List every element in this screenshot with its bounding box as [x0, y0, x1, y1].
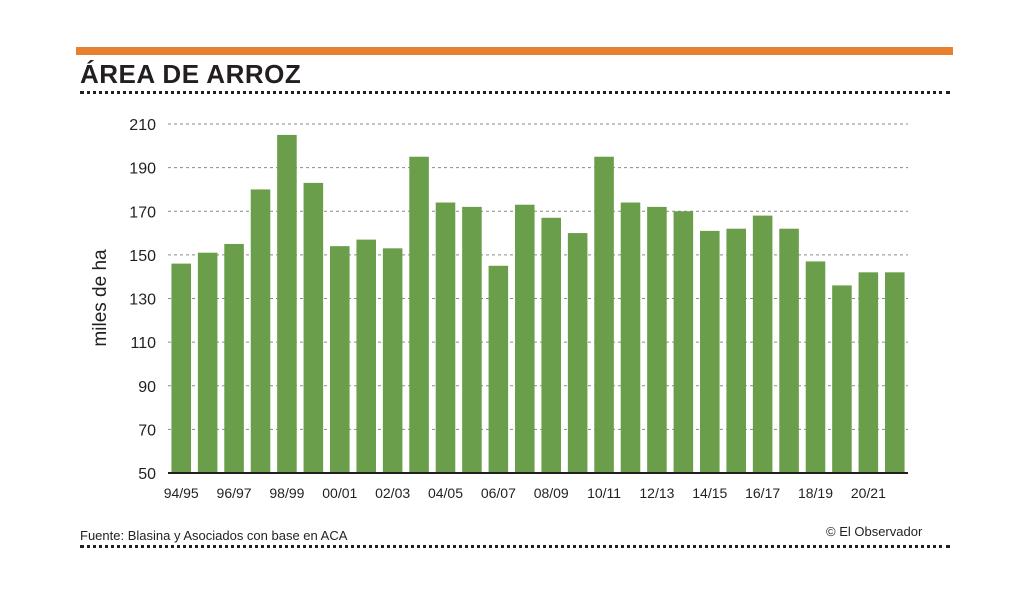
bar — [250, 189, 271, 473]
bar — [885, 272, 905, 473]
x-tick-label: 96/97 — [217, 485, 252, 501]
bar — [303, 182, 324, 474]
bar — [647, 206, 667, 473]
source-note: Fuente: Blasina y Asociados con base en … — [80, 528, 348, 543]
y-tick-label: 70 — [138, 422, 156, 439]
bar — [726, 228, 746, 473]
bar — [594, 156, 614, 473]
x-tick-label: 98/99 — [269, 485, 304, 501]
y-tick-label: 90 — [138, 379, 156, 396]
bar — [700, 230, 720, 473]
y-tick-label: 170 — [129, 204, 156, 221]
chart-title: ÁREA DE ARROZ — [80, 59, 302, 89]
y-tick-label: 210 — [129, 117, 156, 134]
bar — [515, 204, 535, 474]
bar — [224, 243, 244, 473]
y-tick-label: 130 — [129, 292, 156, 309]
x-tick-label: 20/21 — [851, 485, 886, 501]
y-axis-label: miles de ha — [90, 249, 111, 347]
x-tick-label: 10/11 — [587, 485, 621, 501]
x-tick-label: 06/07 — [481, 485, 516, 501]
y-tick-label: 190 — [129, 161, 156, 178]
top-divider — [80, 91, 950, 94]
x-tick-label: 14/15 — [692, 485, 727, 501]
bar — [832, 285, 852, 473]
bar — [858, 272, 879, 473]
bar — [382, 248, 403, 473]
bar — [277, 134, 297, 473]
bar — [171, 263, 191, 473]
bar — [541, 217, 561, 473]
bar — [488, 265, 509, 473]
bar — [462, 206, 482, 473]
bar — [356, 239, 376, 473]
x-tick-label: 16/17 — [745, 485, 780, 501]
bar — [409, 156, 429, 473]
bar — [620, 202, 641, 473]
x-tick-label: 12/13 — [639, 485, 674, 501]
x-tick-label: 08/09 — [534, 485, 569, 501]
accent-bar — [76, 47, 953, 55]
y-tick-label: 50 — [138, 466, 156, 483]
x-tick-label: 18/19 — [798, 485, 833, 501]
bar — [673, 211, 694, 473]
bar — [435, 202, 456, 473]
bar — [805, 261, 826, 473]
x-tick-label: 00/01 — [322, 485, 357, 501]
bar — [330, 246, 350, 473]
bar — [779, 228, 799, 473]
x-tick-label: 02/03 — [375, 485, 410, 501]
y-tick-label: 110 — [130, 335, 156, 352]
bar — [197, 252, 218, 473]
bottom-divider — [80, 545, 950, 548]
bar — [752, 215, 773, 474]
x-tick-label: 04/05 — [428, 485, 463, 501]
x-tick-label: 94/95 — [164, 485, 199, 501]
y-tick-label: 150 — [129, 248, 156, 265]
bar — [567, 233, 588, 473]
copyright-credit: © El Observador — [826, 524, 923, 539]
